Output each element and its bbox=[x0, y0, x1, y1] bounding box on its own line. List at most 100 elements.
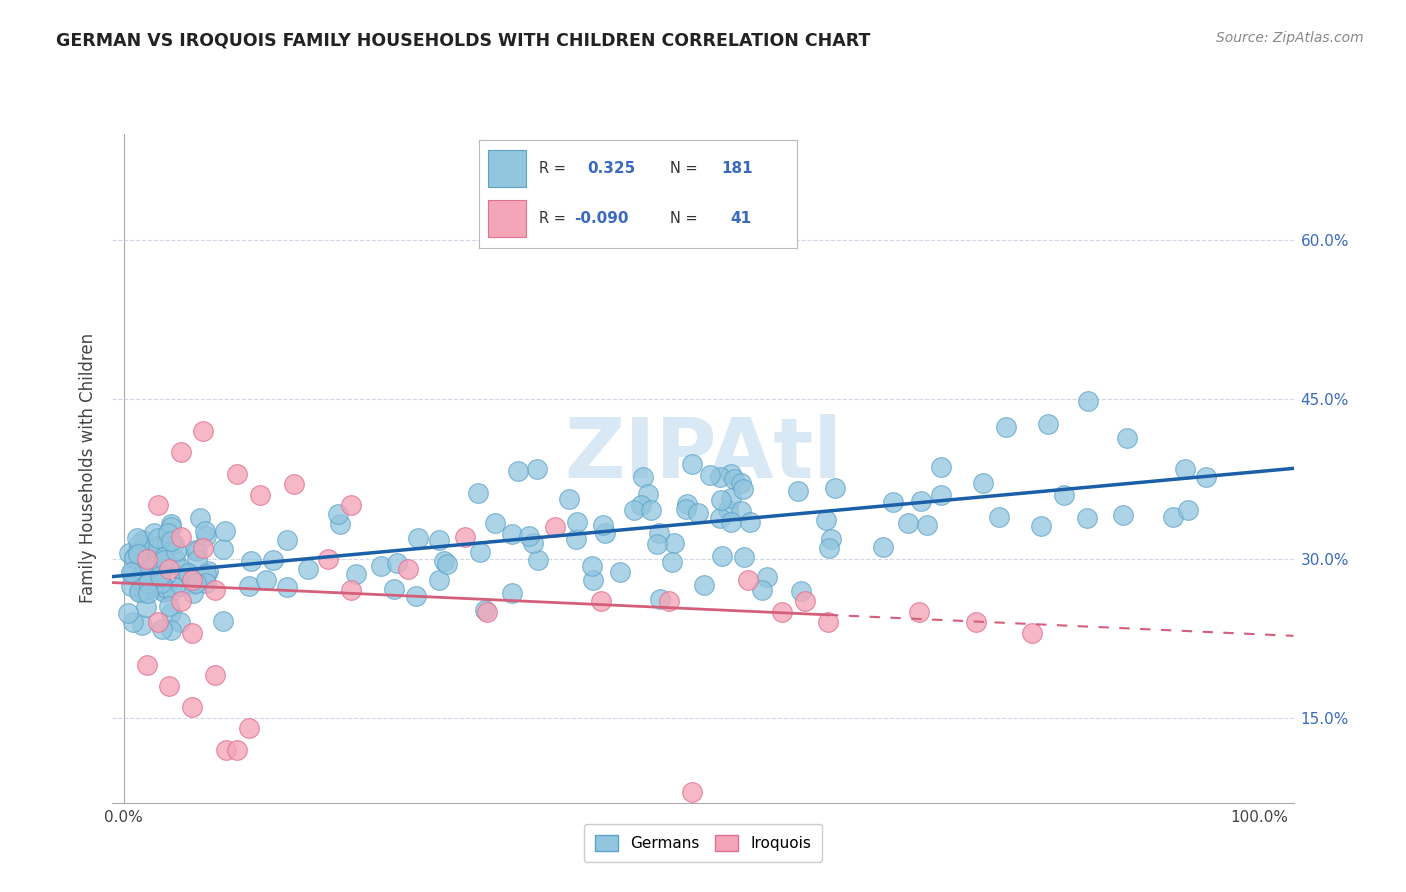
Point bbox=[139, 556, 162, 570]
Point bbox=[122, 551, 145, 566]
Point bbox=[794, 594, 817, 608]
Point bbox=[136, 585, 159, 599]
Point bbox=[1163, 509, 1185, 524]
Point bbox=[204, 583, 226, 598]
Point bbox=[211, 614, 233, 628]
Point bbox=[790, 584, 813, 599]
Point bbox=[1112, 508, 1135, 522]
Point bbox=[340, 583, 363, 598]
Point bbox=[772, 605, 794, 619]
Point bbox=[159, 516, 181, 531]
Point bbox=[1038, 417, 1060, 431]
Text: GERMAN VS IROQUOIS FAMILY HOUSEHOLDS WITH CHILDREN CORRELATION CHART: GERMAN VS IROQUOIS FAMILY HOUSEHOLDS WIT… bbox=[56, 31, 870, 49]
Point bbox=[929, 459, 952, 474]
Point bbox=[160, 533, 183, 548]
Point bbox=[156, 535, 179, 549]
Point bbox=[177, 567, 200, 582]
Point bbox=[139, 581, 162, 595]
Point bbox=[820, 532, 842, 546]
Point bbox=[897, 516, 920, 530]
Point bbox=[609, 565, 631, 579]
Point bbox=[160, 583, 183, 598]
Point bbox=[160, 623, 183, 637]
Point bbox=[239, 554, 262, 568]
Point bbox=[181, 626, 204, 640]
Point bbox=[686, 506, 709, 520]
Point bbox=[150, 622, 173, 636]
Point bbox=[640, 503, 662, 517]
Point bbox=[131, 567, 153, 582]
Point bbox=[276, 533, 298, 548]
Point bbox=[427, 533, 450, 547]
Point bbox=[238, 722, 260, 736]
Point bbox=[157, 525, 180, 540]
Point bbox=[276, 580, 298, 594]
Point bbox=[648, 525, 671, 540]
Point bbox=[129, 573, 152, 587]
Point bbox=[157, 562, 180, 576]
Point bbox=[181, 700, 204, 714]
Point bbox=[146, 574, 169, 589]
Point bbox=[965, 615, 987, 630]
Point bbox=[169, 530, 191, 544]
Point bbox=[470, 545, 492, 559]
Point bbox=[150, 562, 173, 576]
Point bbox=[427, 573, 450, 587]
Point bbox=[662, 535, 685, 549]
Point bbox=[453, 530, 475, 544]
Point bbox=[297, 562, 319, 576]
Point bbox=[501, 586, 523, 600]
Point bbox=[396, 562, 419, 576]
Point bbox=[149, 575, 172, 590]
Point bbox=[152, 544, 174, 558]
Point bbox=[436, 558, 458, 572]
Point bbox=[720, 515, 742, 529]
Point bbox=[194, 524, 217, 538]
Point bbox=[153, 583, 176, 598]
Point bbox=[637, 487, 659, 501]
Point bbox=[135, 599, 157, 614]
Point bbox=[527, 553, 550, 567]
Point bbox=[1077, 394, 1099, 409]
Point bbox=[382, 582, 405, 596]
Point bbox=[122, 615, 145, 629]
Point bbox=[149, 566, 172, 580]
Point bbox=[169, 594, 191, 608]
Point bbox=[132, 533, 155, 548]
Text: ZIPAtl: ZIPAtl bbox=[564, 415, 842, 495]
Point bbox=[907, 605, 929, 619]
Point bbox=[565, 516, 588, 530]
Point bbox=[730, 504, 752, 518]
Point bbox=[204, 668, 226, 682]
Point bbox=[128, 537, 150, 551]
Point bbox=[623, 503, 645, 517]
Point bbox=[477, 605, 499, 619]
Point bbox=[522, 536, 544, 550]
Point bbox=[184, 543, 207, 558]
Point bbox=[134, 586, 156, 600]
Point bbox=[138, 575, 160, 590]
Point bbox=[385, 557, 408, 571]
Point bbox=[815, 513, 838, 527]
Point bbox=[134, 584, 156, 599]
Point bbox=[710, 492, 733, 507]
Point bbox=[915, 517, 938, 532]
Point bbox=[155, 582, 177, 596]
Point bbox=[882, 495, 904, 509]
Point bbox=[169, 445, 191, 459]
Point bbox=[128, 584, 150, 599]
Point bbox=[824, 481, 846, 495]
Point bbox=[738, 516, 761, 530]
Point bbox=[406, 531, 429, 545]
Point bbox=[159, 606, 181, 620]
Point bbox=[159, 520, 181, 534]
Point bbox=[988, 510, 1011, 524]
Point bbox=[163, 536, 186, 550]
Point bbox=[181, 586, 204, 600]
Point bbox=[135, 657, 157, 672]
Point bbox=[709, 511, 731, 525]
Point bbox=[120, 565, 142, 579]
Point bbox=[188, 511, 211, 525]
Point bbox=[929, 487, 952, 501]
Point bbox=[262, 552, 284, 566]
